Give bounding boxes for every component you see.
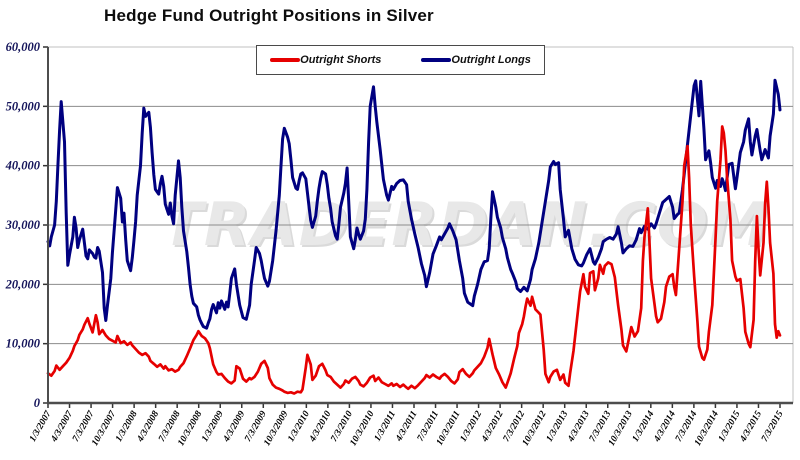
chart-title: Hedge Fund Outright Positions in Silver	[104, 6, 434, 25]
legend-label-longs: Outright Longs	[451, 54, 531, 66]
y-axis-tick-label: 10,000	[6, 337, 41, 351]
y-axis-tick-label: 0	[34, 396, 41, 410]
shorts-line-swatch	[270, 58, 301, 62]
y-axis-tick-label: 30,000	[5, 218, 41, 232]
y-axis-tick-label: 40,000	[5, 159, 41, 173]
legend-item-longs: Outright Longs	[421, 54, 531, 66]
longs-line-swatch	[421, 58, 452, 62]
y-axis-tick-label: 20,000	[5, 277, 41, 291]
outright-longs-line	[46, 78, 782, 330]
outright-shorts-line	[46, 125, 782, 395]
legend-item-shorts: Outright Shorts	[270, 54, 381, 66]
legend: Outright Shorts Outright Longs	[256, 45, 545, 75]
y-axis-tick-label: 60,000	[6, 40, 41, 54]
y-axis-tick-label: 50,000	[6, 99, 41, 113]
legend-label-shorts: Outright Shorts	[300, 54, 382, 66]
